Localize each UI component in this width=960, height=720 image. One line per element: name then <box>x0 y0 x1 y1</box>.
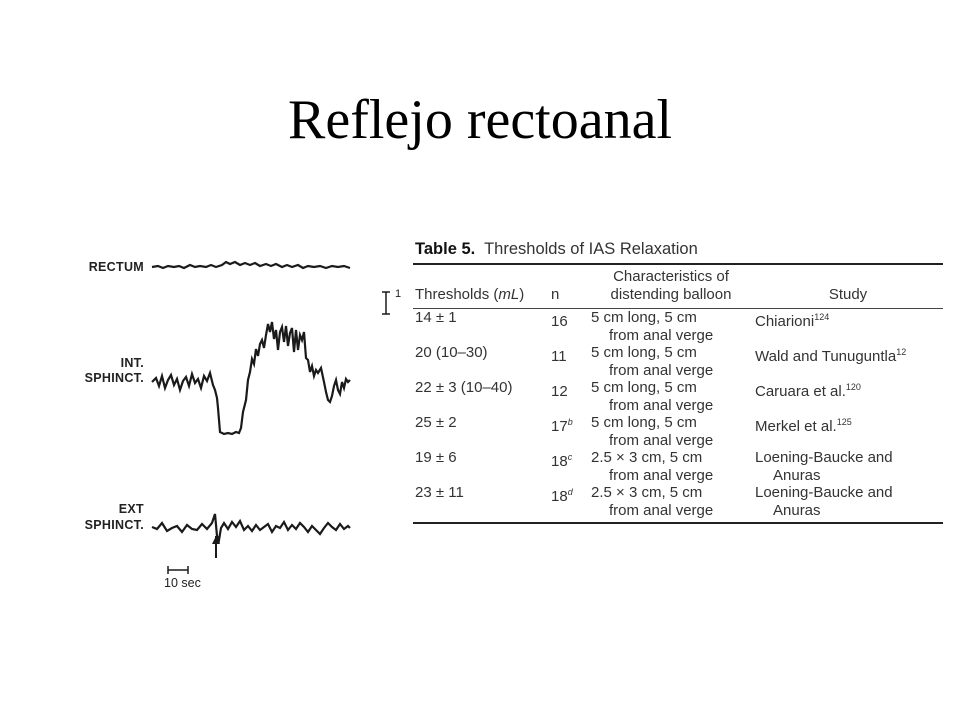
header-study: Study <box>753 263 943 309</box>
cell-threshold: 19 ± 6 <box>415 449 457 466</box>
cell-threshold: 23 ± 11 <box>413 484 549 524</box>
cell-study: Merkel et al.125 <box>755 417 852 435</box>
ext-sphinct-label-line2: SPHINCT. <box>84 518 144 532</box>
slide-title: Reflejo rectoanal <box>287 89 672 151</box>
table-row: 22 ± 3 (10–40) 12 5 cm long, 5 cm from anal… <box>413 379 943 414</box>
cell-threshold: 20 (10–30) <box>415 344 488 361</box>
header-n: n <box>549 263 589 309</box>
table-row: 14 ± 1 16 5 cm long, 5 cm from anal verge Ch… <box>413 309 943 345</box>
cell-threshold: 14 ± 1 <box>415 309 457 326</box>
table-row: 23 ± 11 18d 2.5 × 3 cm, 5 cm from anal verg… <box>413 484 943 524</box>
table-header-row: Thresholds (mL) n Characteristics of dis… <box>413 263 943 309</box>
table-caption-text: Thresholds of IAS Relaxation <box>484 240 698 258</box>
cell-study: Wald and Tunuguntla12 <box>755 347 907 365</box>
header-characteristics: Characteristics of distending balloon <box>589 263 753 309</box>
cell-n: 18c <box>551 452 573 470</box>
header-thresholds: Thresholds (mL) <box>413 263 549 309</box>
table-caption: Table 5. Thresholds of IAS Relaxation <box>415 240 943 259</box>
rectum-trace <box>151 260 351 270</box>
int-sphinct-label-line1: INT. <box>120 356 144 370</box>
cell-characteristics: 5 cm long, 5 cm from anal verge <box>591 344 714 379</box>
cell-threshold: 22 ± 3 (10–40) <box>415 379 513 396</box>
stimulus-arrow-head <box>212 536 220 544</box>
cell-n: 12 <box>551 383 568 400</box>
manometry-tracings-figure: RECTUM INT. SPHINCT. EXT SPHINCT. 1 10 s… <box>60 240 410 610</box>
int-sphinct-label-line2: SPHINCT. <box>84 371 144 385</box>
calibration-label: 1 <box>395 288 402 300</box>
table-row: 25 ± 2 17b 5 cm long, 5 cm from anal verge M… <box>413 414 943 449</box>
cell-study: Caruara et al.120 <box>755 382 861 400</box>
rectum-label: RECTUM <box>88 260 144 274</box>
cell-n: 17b <box>551 417 573 435</box>
cell-study: Loening-Baucke and Anuras <box>753 484 943 524</box>
tracings-svg <box>151 260 390 574</box>
time-scale-label: 10 sec <box>164 576 201 590</box>
thresholds-table: Thresholds (mL) n Characteristics of dis… <box>413 263 943 524</box>
cell-n: 11 <box>551 348 567 365</box>
cell-characteristics: 2.5 × 3 cm, 5 cm from anal verge <box>591 449 714 484</box>
table-caption-number: Table 5. <box>415 240 476 258</box>
ext-sphinct-label-line1: EXT <box>118 502 144 516</box>
cell-characteristics: 5 cm long, 5 cm from anal verge <box>591 309 714 344</box>
table-row: 20 (10–30) 11 5 cm long, 5 cm from anal ver… <box>413 344 943 379</box>
cell-characteristics: 2.5 × 3 cm, 5 cm from anal verge <box>589 484 753 524</box>
cell-n: 18d <box>549 484 589 524</box>
int-sphincter-trace <box>151 321 351 436</box>
cell-study: Chiarioni124 <box>755 312 830 330</box>
cell-threshold: 25 ± 2 <box>415 414 457 431</box>
cell-characteristics: 5 cm long, 5 cm from anal verge <box>591 379 714 414</box>
table-row: 19 ± 6 18c 2.5 × 3 cm, 5 cm from anal verge… <box>413 449 943 484</box>
cell-characteristics: 5 cm long, 5 cm from anal verge <box>591 414 714 449</box>
cell-n: 16 <box>551 313 568 330</box>
thresholds-table-block: Table 5. Thresholds of IAS Relaxation Th… <box>413 240 943 524</box>
ext-sphincter-trace <box>151 513 351 544</box>
cell-study: Loening-Baucke and Anuras <box>755 449 893 484</box>
